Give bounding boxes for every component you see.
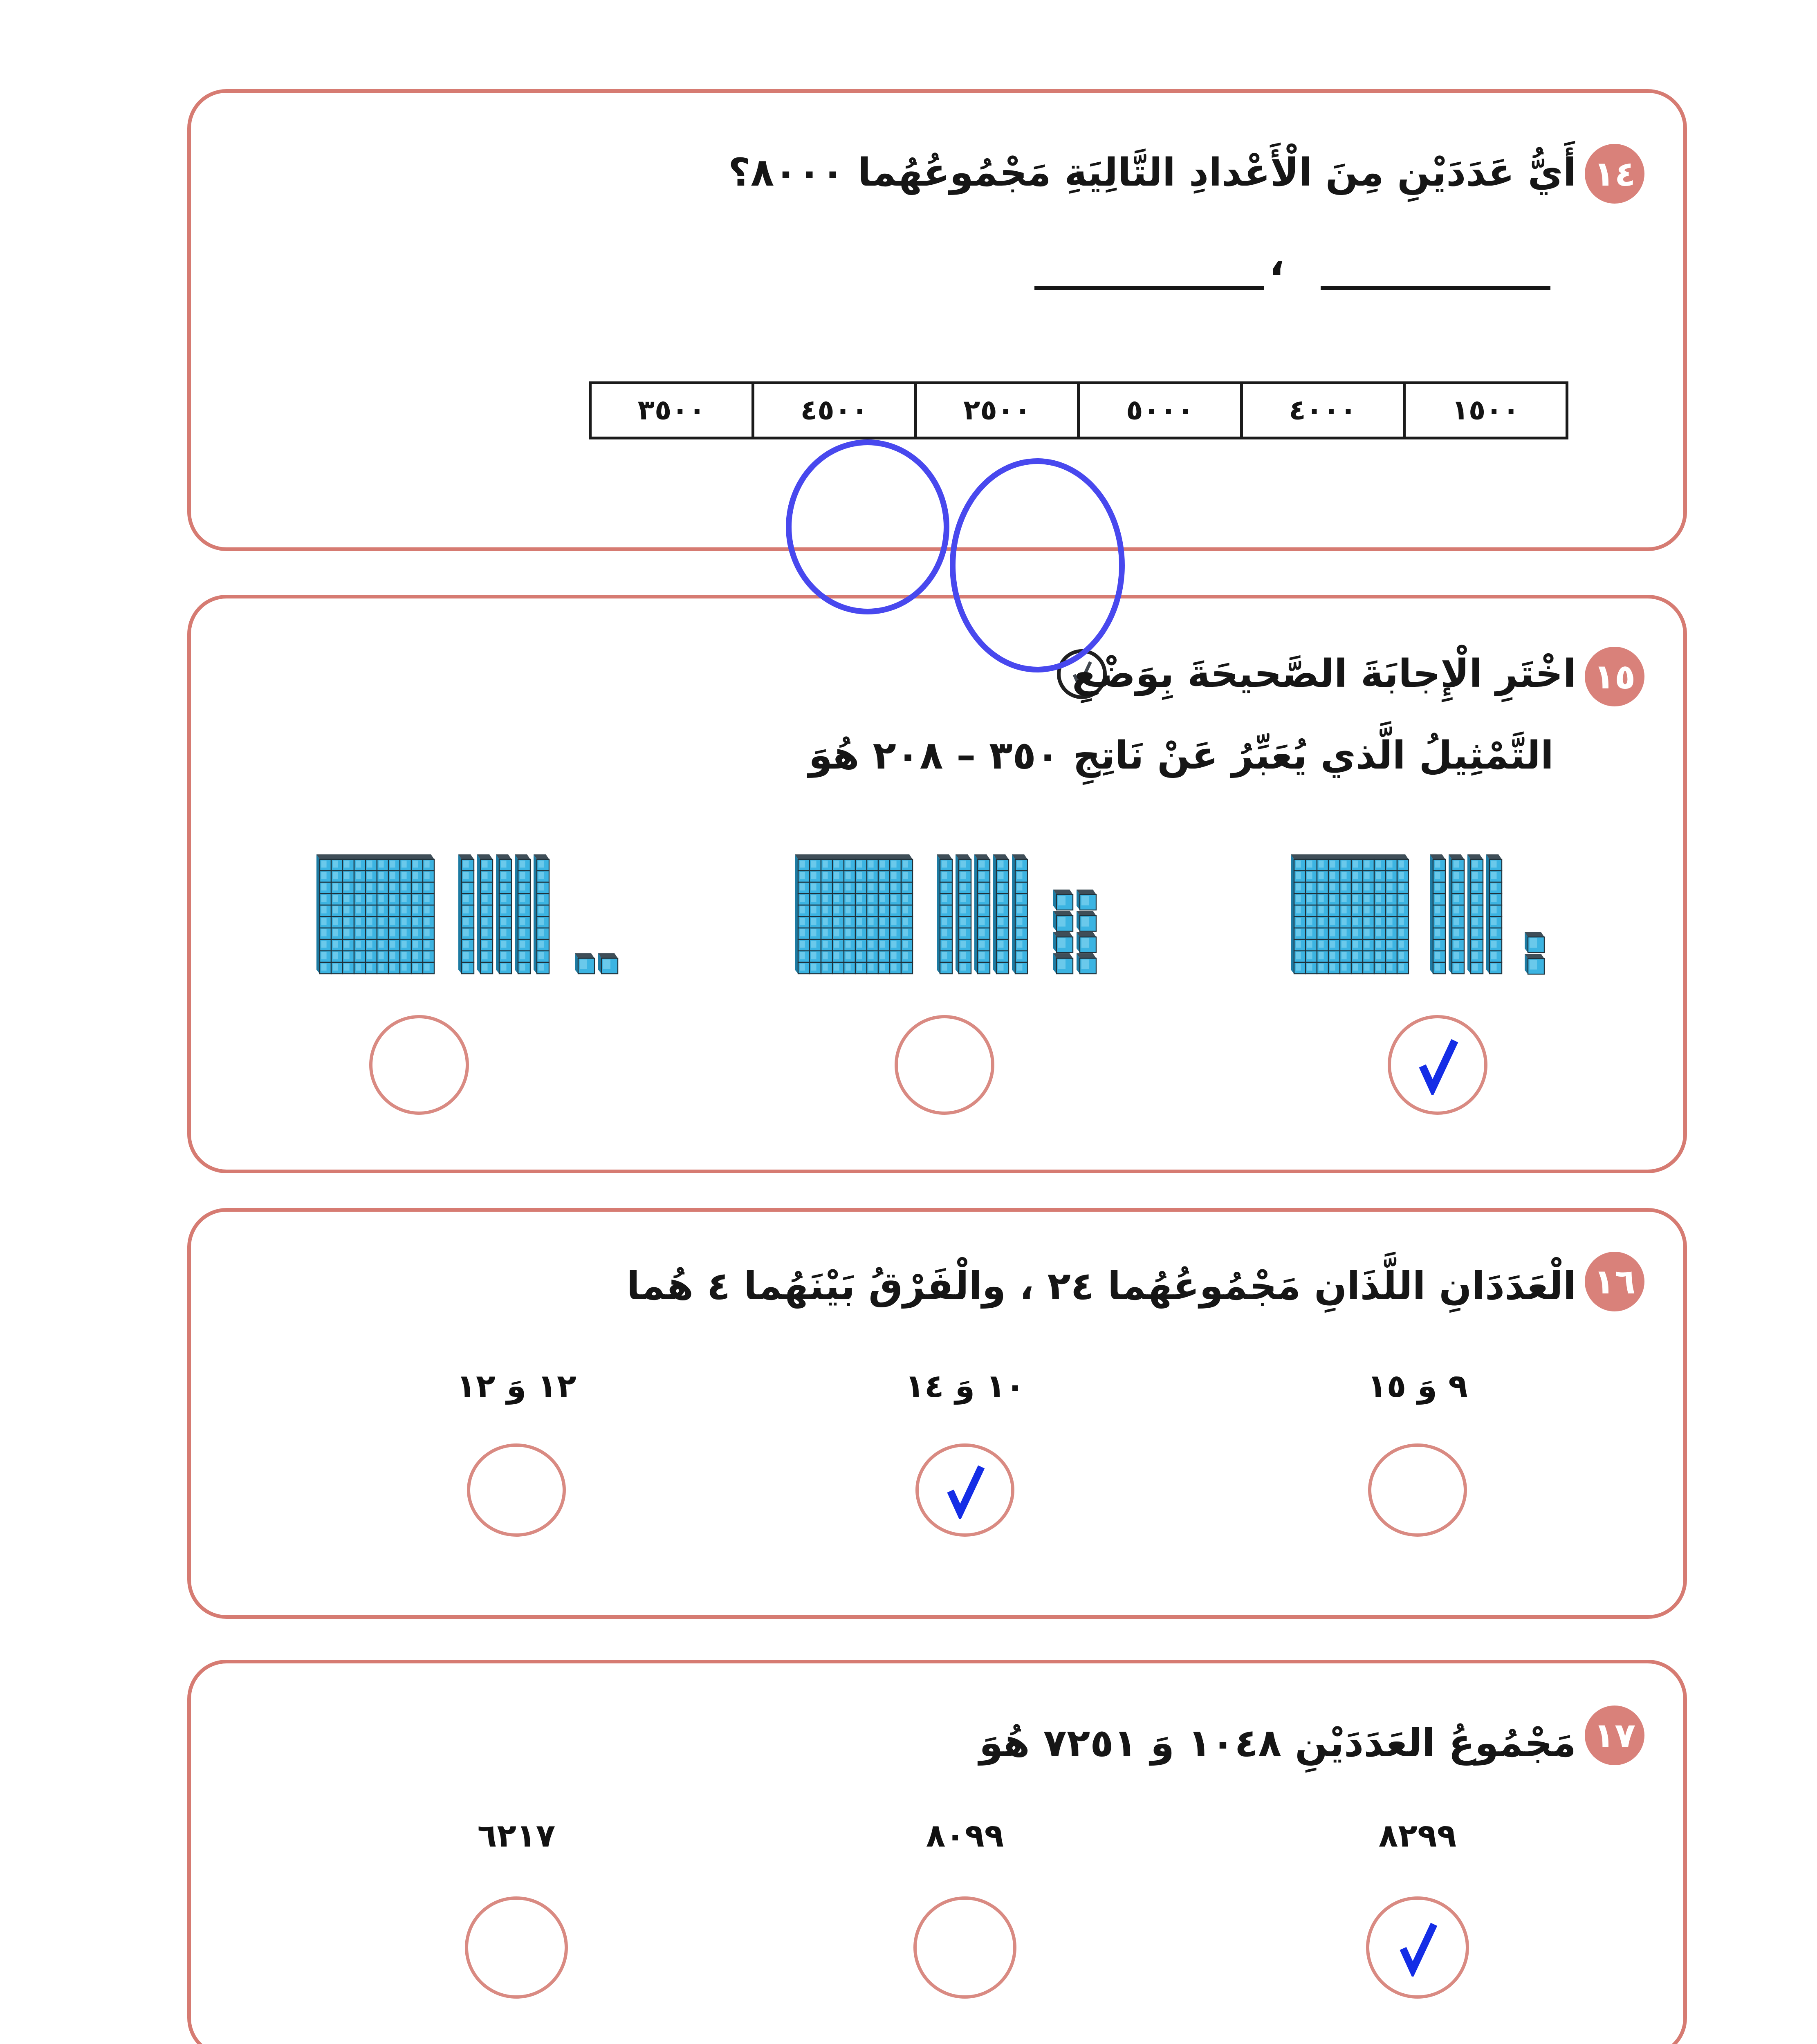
answer-blank[interactable]	[1321, 286, 1550, 290]
option-label: ٨٢٩٩	[1378, 1818, 1457, 1854]
question-17-text: مَجْمُوعُ العَدَدَيْنِ ١٠٤٨ وَ ٧٢٥١ هُوَ	[979, 1721, 1576, 1766]
answer-blank[interactable]	[1034, 286, 1264, 290]
comma-separator: ،	[1269, 237, 1285, 285]
check-mark-icon	[1400, 1923, 1438, 1977]
question-box-14	[187, 89, 1687, 672]
question-15-text-line1: اخْتَرِ الْإِجابَةَ الصَّحيحَةَ بِوَضْعِ	[1072, 652, 1576, 696]
question-number-badge: ١٥	[1585, 647, 1644, 706]
check-mark-icon	[947, 1465, 985, 1519]
blocks-option-152	[316, 854, 619, 975]
base-ten-rods	[1430, 854, 1503, 975]
check-mark-icon	[1072, 661, 1092, 690]
table-cell: ٣٥٠٠	[637, 394, 706, 426]
base-ten-ones	[1053, 890, 1097, 975]
circled-answer-annotation-3500	[786, 439, 949, 614]
question-number-badge: ١٧	[1585, 1706, 1644, 1765]
answer-circle[interactable]	[465, 1896, 568, 1999]
question-box-16	[187, 1208, 1687, 1619]
option-label: ٨٠٩٩	[926, 1818, 1004, 1854]
base-ten-ones	[1525, 932, 1545, 975]
answer-circle[interactable]	[895, 1015, 994, 1115]
question-14-text: أَيُّ عَدَدَيْنِ مِنَ الْأَعْدادِ التَّا…	[728, 150, 1576, 195]
answer-circle[interactable]	[369, 1015, 469, 1115]
option-label: ١٠ وَ ١٤	[905, 1368, 1025, 1405]
question-16-text: الْعَدَدَانِ اللَّذَانِ مَجْمُوعُهُما ٢٤…	[626, 1264, 1576, 1309]
question-number-badge: ١٦	[1585, 1252, 1644, 1311]
question-number-badge: ١٤	[1585, 144, 1644, 204]
check-mark-icon	[1419, 1039, 1458, 1095]
base-ten-hundred-flat	[316, 854, 435, 975]
option-label: ٩ وَ ١٥	[1367, 1368, 1468, 1405]
answer-circle[interactable]	[1388, 1015, 1487, 1115]
circled-answer-annotation-4500	[950, 458, 1125, 672]
question-15-text-line2: التَّمْثِيلُ الَّذي يُعَبِّرُ عَنْ نَاتِ…	[808, 733, 1554, 778]
option-label: ١٢ وَ ١٢	[456, 1368, 577, 1405]
table-cell: ١٥٠٠	[1402, 384, 1566, 437]
answer-circle[interactable]	[467, 1443, 566, 1537]
base-ten-hundred-flat	[795, 854, 913, 975]
answer-circle[interactable]	[913, 1896, 1016, 1999]
number-table: ١٥٠٠ ٤٠٠٠ ٥٠٠٠ ٢٥٠٠ ٤٥٠٠ ٣٥٠٠	[589, 381, 1568, 439]
answer-circle[interactable]	[1366, 1896, 1469, 1999]
answer-circle[interactable]	[915, 1443, 1014, 1537]
answer-circle[interactable]	[1368, 1443, 1467, 1537]
base-ten-rods	[937, 854, 1028, 975]
table-cell: ٢٥٠٠	[914, 384, 1077, 437]
blocks-option-142	[1290, 854, 1546, 975]
table-cell: ٥٠٠٠	[1077, 384, 1240, 437]
table-cell: ٤٥٠٠	[751, 384, 914, 437]
table-cell: ٤٠٠٠	[1240, 384, 1403, 437]
base-ten-ones	[575, 953, 619, 975]
option-label: ٦٢١٧	[477, 1818, 556, 1854]
blocks-option-158	[794, 854, 1097, 975]
base-ten-rods	[458, 854, 550, 975]
base-ten-hundred-flat	[1291, 854, 1409, 975]
